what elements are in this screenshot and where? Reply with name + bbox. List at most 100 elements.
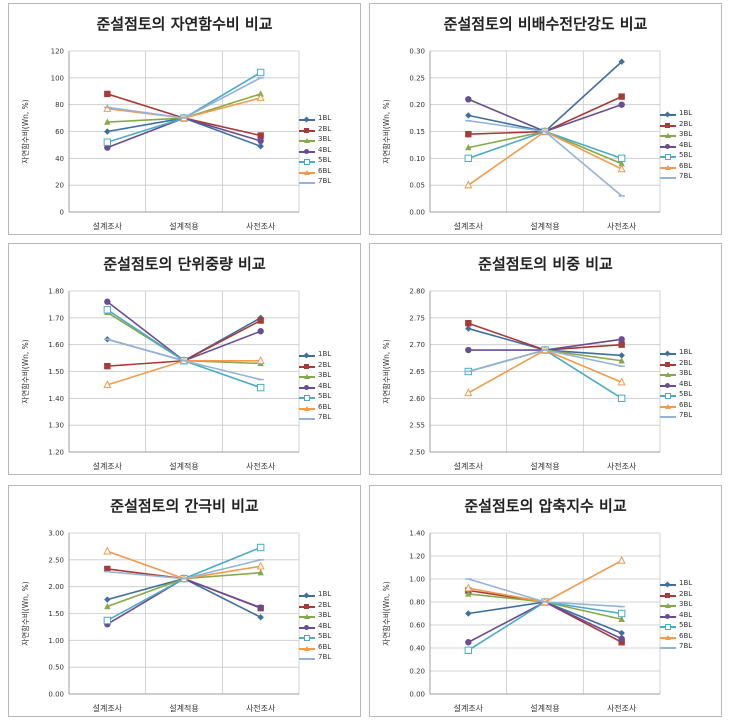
- legend-swatch: [660, 647, 676, 649]
- y-tick-label: 60: [55, 128, 64, 136]
- legend-item: 2BL: [299, 125, 345, 136]
- y-tick-label: 0.15: [409, 128, 425, 136]
- chart-panel: 준설점토의 비배수전단강도 비교 0.00 0.05 0.10 0.15 0.20 0.25…: [369, 3, 722, 235]
- legend-marker: [665, 403, 671, 409]
- data-point-4bl: [257, 604, 264, 611]
- series-line-5bl: [106, 309, 261, 389]
- legend-marker: [664, 350, 671, 357]
- legend-item: 7BL: [299, 177, 345, 188]
- chart-plot: 0.00 0.20 0.40 0.60 0.80 1.00 1.20 1.40 설계조사 설계적용…: [382, 530, 661, 713]
- data-point-4bl: [104, 298, 111, 305]
- data-point-5bl: [256, 383, 265, 392]
- data-point-4bl: [465, 346, 472, 354]
- legend-label: 2BL: [318, 600, 332, 609]
- data-point-2bl: [618, 639, 625, 646]
- y-tick-label: 0.00: [409, 209, 425, 217]
- legend-marker: [304, 405, 310, 411]
- y-tick-label: 2.50: [409, 449, 425, 457]
- y-tick-label: 2.65: [409, 368, 425, 376]
- data-point-3bl: [618, 615, 625, 622]
- data-point-2bl: [257, 132, 264, 139]
- data-point-4bl: [257, 137, 264, 145]
- chart-title: 준설점토의 단위중량 비교: [103, 255, 266, 273]
- x-tick-label: 사전조사: [607, 703, 637, 713]
- legend-label: 2BL: [679, 589, 693, 598]
- y-tick-label: 0.80: [409, 599, 425, 607]
- data-point-6bl: [103, 546, 112, 555]
- legend-marker: [304, 603, 309, 609]
- y-tick-label: 2.55: [409, 422, 425, 430]
- data-point-1bl: [465, 112, 472, 119]
- data-point-5bl: [256, 543, 265, 552]
- y-tick-label: 0.25: [409, 74, 425, 82]
- data-point-1bl: [104, 596, 111, 603]
- y-tick-label: 100: [51, 74, 64, 82]
- legend-item: 6BL: [660, 632, 706, 643]
- x-tick-label: 사전조사: [607, 221, 637, 231]
- legend-label: 3BL: [679, 600, 693, 608]
- y-tick-label: 2.70: [409, 341, 425, 349]
- legend-label: 6BL: [318, 642, 332, 651]
- y-tick-label: 1.40: [48, 395, 64, 403]
- data-point-4bl: [465, 639, 472, 646]
- legend-label: 7BL: [679, 172, 693, 180]
- legend-marker: [304, 374, 310, 379]
- legend-item: 7BL: [660, 411, 706, 422]
- data-point-3bl: [104, 602, 111, 610]
- legend-swatch: [660, 416, 676, 418]
- y-tick-label: 1.50: [48, 610, 64, 618]
- legend-item: 1BL: [660, 109, 706, 120]
- legend-marker: [665, 382, 670, 388]
- data-point-4bl: [618, 336, 625, 343]
- x-tick-label: 설계적용: [169, 703, 198, 713]
- series-line-1bl: [107, 117, 261, 148]
- legend-label: 5BL: [679, 390, 693, 398]
- y-axis-label: 자연함수비(Wn, %): [382, 581, 391, 645]
- legend-item: 3BL: [299, 611, 345, 622]
- y-tick-label: 120: [51, 48, 64, 56]
- legend-marker: [304, 395, 310, 401]
- legend: 1BL 2BL 3BL 4BL 5BL 6BL 7BL: [299, 350, 345, 424]
- legend-marker: [665, 154, 671, 160]
- legend: 1BL 2BL 3BL 4BL 5BL 6BL 7BL: [660, 109, 706, 183]
- data-point-1bl: [465, 610, 472, 617]
- legend-item: 5BL: [660, 151, 706, 162]
- legend-marker: [664, 111, 671, 118]
- legend-marker: [304, 614, 310, 619]
- legend-item: 2BL: [660, 590, 706, 601]
- data-point-4bl: [618, 101, 625, 108]
- y-axis-label: 자연함수비(Wn, %): [382, 99, 391, 163]
- chart-title: 준설점토의 자연함수비 비교: [96, 15, 273, 33]
- legend-swatch: [660, 177, 676, 179]
- data-point-1bl: [465, 325, 472, 332]
- legend-label: 2BL: [318, 124, 332, 133]
- legend-marker: [665, 122, 670, 128]
- legend-item: 3BL: [299, 135, 345, 146]
- y-tick-label: 0.10: [409, 155, 425, 163]
- legend-marker: [304, 138, 310, 143]
- data-point-4bl: [104, 144, 111, 151]
- legend-label: 7BL: [318, 413, 332, 421]
- y-tick-label: 1.40: [409, 530, 425, 538]
- y-tick-label: 1.20: [409, 553, 425, 561]
- legend-label: 4BL: [318, 381, 332, 390]
- legend-label: 3BL: [679, 130, 693, 138]
- legend-item: 3BL: [660, 130, 706, 141]
- chart-panel: 준설점토의 단위중량 비교 1.20 1.30 1.40 1.50 1.60 1.70 1.8…: [8, 243, 361, 475]
- legend-item: 3BL: [660, 369, 706, 380]
- x-tick-label: 설계조사: [93, 703, 123, 713]
- y-tick-label: 0.00: [48, 691, 64, 699]
- legend-marker: [304, 159, 310, 165]
- legend-item: 4BL: [660, 380, 706, 391]
- data-point-5bl: [617, 394, 626, 403]
- data-point-5bl: [103, 306, 112, 314]
- legend-label: 7BL: [318, 177, 332, 185]
- data-point-1bl: [104, 128, 111, 135]
- y-tick-label: 80: [55, 101, 64, 109]
- legend-label: 7BL: [679, 411, 693, 419]
- x-tick-label: 사전조사: [607, 461, 637, 471]
- data-point-1bl: [618, 629, 625, 637]
- legend-item: 2BL: [299, 361, 345, 372]
- legend-item: 7BL: [660, 642, 706, 653]
- legend-marker: [665, 143, 670, 149]
